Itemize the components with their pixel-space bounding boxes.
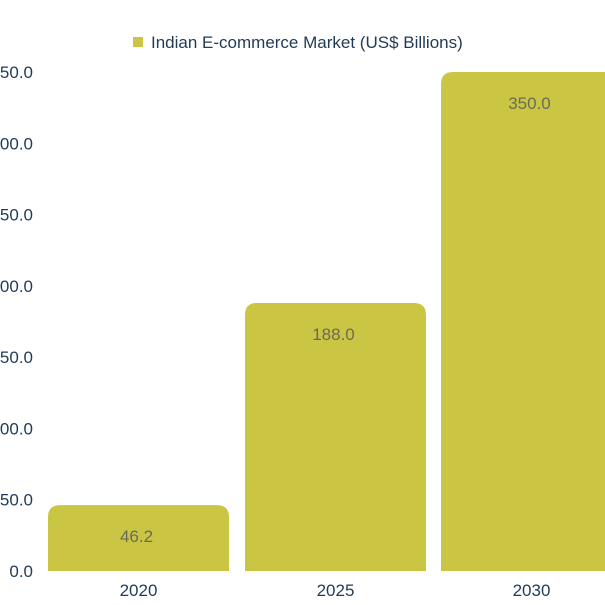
y-tick-label: 200.0 xyxy=(0,277,33,296)
data-labels: 46.2 188.0 350.0 xyxy=(120,94,551,546)
x-tick-label: 2025 xyxy=(317,581,355,600)
x-tick-label: 2020 xyxy=(120,581,158,600)
x-axis-ticks: 2020 2025 2030 xyxy=(120,581,551,600)
bar xyxy=(441,72,605,571)
bar-data-label: 188.0 xyxy=(312,325,355,344)
y-tick-label: 50.0 xyxy=(0,491,33,510)
legend-label: Indian E-commerce Market (US$ Billions) xyxy=(151,33,463,52)
x-tick-label: 2030 xyxy=(513,581,551,600)
legend-swatch xyxy=(133,37,143,47)
y-axis-ticks: 0.0 50.0 100.0 150.0 200.0 250.0 300.0 350.0 xyxy=(0,63,33,581)
bar-data-label: 46.2 xyxy=(120,527,153,546)
legend: Indian E-commerce Market (US$ Billions) xyxy=(133,33,463,52)
bar-data-label: 350.0 xyxy=(508,94,551,113)
y-tick-label: 300.0 xyxy=(0,134,33,153)
y-tick-label: 250.0 xyxy=(0,206,33,225)
y-tick-label: 350.0 xyxy=(0,63,33,82)
bars xyxy=(48,72,605,571)
y-tick-label: 0.0 xyxy=(9,562,33,581)
bar xyxy=(245,302,426,571)
bar xyxy=(48,505,229,571)
y-tick-label: 100.0 xyxy=(0,419,33,438)
y-tick-label: 150.0 xyxy=(0,348,33,367)
